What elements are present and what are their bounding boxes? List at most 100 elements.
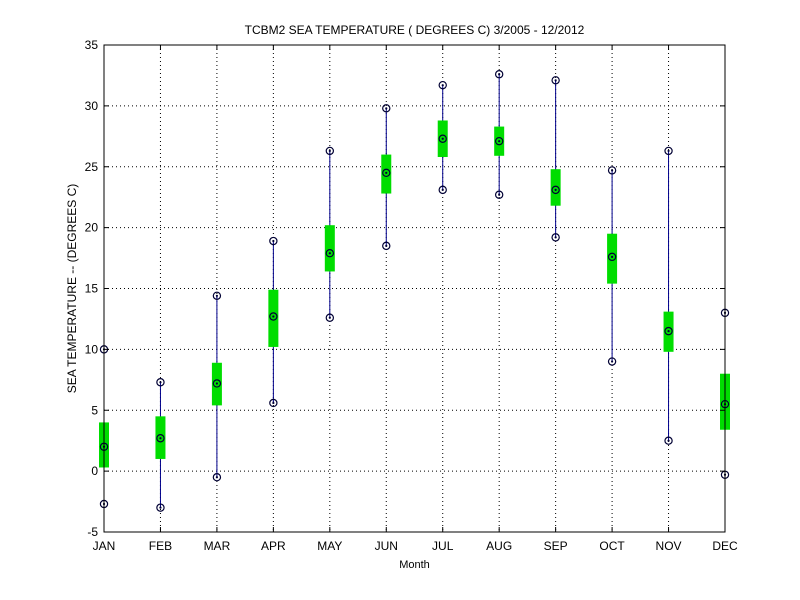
max-marker-dot [441,84,444,87]
x-tick-label: APR [261,539,286,553]
mean-marker [156,434,165,443]
y-tick-label: 30 [85,99,99,113]
mean-marker-dot [554,188,557,191]
month-box-apr [268,236,279,408]
min-marker [325,313,335,322]
y-tick-label: -5 [87,525,98,539]
max-marker-dot [385,107,388,110]
x-tick-label: AUG [486,539,512,553]
mean-marker [494,136,504,146]
mean-marker-dot [610,255,614,258]
max-marker-dot [498,73,501,76]
mean-marker-dot [667,330,670,333]
x-tick-label: FEB [149,539,172,553]
x-tick-label: JUN [375,539,398,553]
x-tick-label: SEP [544,539,568,553]
y-axis-label: SEA TEMPERATURE -- (DEGREES C) [65,184,79,394]
x-tick-label: MAY [317,539,342,553]
iqr-box [381,154,392,194]
mean-marker [325,248,335,258]
y-tick-label: 35 [85,38,99,52]
max-marker [607,166,617,175]
min-marker-dot [328,316,331,319]
min-marker-dot [667,439,670,442]
x-tick-label: MAR [204,539,231,553]
mean-marker [438,134,447,143]
max-marker-dot [272,239,275,243]
min-marker [664,436,673,445]
min-marker-dot [498,193,501,196]
y-tick-label: 25 [85,160,99,174]
month-box-feb [155,378,166,512]
axis-layer: -5 0 5 10 15 20 25 30 35 JAN FEB MAR APR MAY JUN JUL AUG… [85,38,738,553]
min-marker [382,241,391,251]
month-box-jun [381,104,392,251]
y-tick-label: 15 [85,282,99,296]
min-marker [551,233,560,242]
month-box-jul [437,80,448,195]
month-box-sep [550,76,561,242]
max-marker-dot [610,169,614,172]
iqr-box [607,233,618,284]
x-tick-label: OCT [599,539,625,553]
min-marker [438,185,447,195]
month-box-may [324,146,335,322]
min-marker-dot [385,244,388,247]
max-marker [494,70,504,79]
mean-marker-dot [159,437,162,440]
max-marker-dot [159,381,162,384]
grid-layer [104,45,725,532]
chart-title: TCBM2 SEA TEMPERATURE ( DEGREES C) 3/200… [245,23,585,37]
max-marker [664,146,673,156]
max-marker [269,236,278,246]
max-marker-dot [554,79,557,82]
min-marker-dot [159,506,162,509]
mean-marker-dot [385,171,388,174]
mean-marker-dot [215,382,219,385]
x-tick-label: JUL [432,539,454,553]
min-marker-dot [554,236,557,239]
max-marker-dot [667,149,670,153]
mean-marker [551,185,560,195]
x-tick-label: NOV [656,539,682,553]
max-marker-dot [328,149,331,153]
x-axis-label: Month [399,559,430,571]
max-marker [156,378,165,387]
mean-marker [212,379,222,388]
iqr-box [268,289,279,347]
min-marker [494,190,504,199]
max-marker [438,80,447,90]
min-marker [269,398,278,408]
data-layer [99,70,730,512]
mean-marker [607,252,617,262]
x-tick-label: JAN [93,539,116,553]
min-marker [607,357,617,366]
iqr-box [550,169,561,206]
y-tick-label: 5 [91,403,98,417]
min-marker-dot [215,476,219,479]
min-marker-dot [441,188,444,191]
max-marker-dot [215,294,219,297]
mean-marker-dot [498,140,501,143]
month-box-aug [494,70,505,199]
max-marker [325,146,335,156]
y-tick-label: 10 [85,342,99,356]
max-marker [382,104,391,113]
month-box-oct [607,166,618,366]
x-tick-label: DEC [712,539,738,553]
iqr-box [324,225,335,272]
max-marker [551,76,560,85]
mean-marker [664,326,673,336]
mean-marker-dot [328,252,331,255]
max-marker [212,291,222,301]
month-box-nov [663,146,674,445]
month-box-mar [211,291,222,482]
plot-frame [103,44,726,533]
min-marker-dot [610,360,614,363]
mean-marker-dot [272,315,275,318]
min-marker [212,473,222,482]
y-tick-label: 0 [91,464,98,478]
mean-marker [269,312,278,321]
y-tick-label: 20 [85,221,99,235]
